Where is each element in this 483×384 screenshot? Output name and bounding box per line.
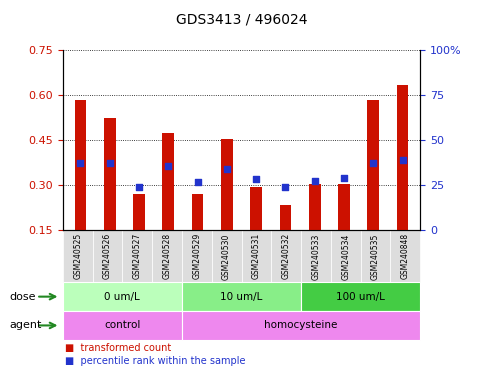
Text: control: control — [104, 320, 141, 331]
Text: GSM240525: GSM240525 — [73, 233, 82, 280]
Text: GSM240533: GSM240533 — [312, 233, 320, 280]
Point — [194, 179, 201, 185]
Point — [135, 184, 143, 190]
Text: GSM240534: GSM240534 — [341, 233, 350, 280]
Point — [223, 166, 231, 172]
Bar — [221, 139, 233, 230]
Text: GDS3413 / 496024: GDS3413 / 496024 — [176, 12, 307, 26]
Point — [282, 184, 289, 190]
Text: 100 um/L: 100 um/L — [336, 291, 385, 302]
Point — [252, 176, 260, 182]
Point — [106, 160, 114, 166]
Bar — [368, 99, 379, 230]
Bar — [280, 205, 291, 230]
Text: GSM240526: GSM240526 — [103, 233, 112, 280]
Text: ■  percentile rank within the sample: ■ percentile rank within the sample — [65, 356, 246, 366]
Text: homocysteine: homocysteine — [264, 320, 338, 331]
Text: GSM240528: GSM240528 — [163, 233, 171, 280]
Bar — [309, 184, 321, 230]
Text: GSM240531: GSM240531 — [252, 233, 261, 280]
Text: GSM240535: GSM240535 — [371, 233, 380, 280]
Point — [340, 175, 348, 181]
Bar — [133, 194, 145, 230]
Text: agent: agent — [10, 320, 42, 331]
Text: GSM240848: GSM240848 — [401, 233, 410, 280]
Bar — [250, 187, 262, 230]
Text: GSM240532: GSM240532 — [282, 233, 291, 280]
Bar — [162, 132, 174, 230]
Text: dose: dose — [10, 291, 36, 302]
Text: GSM240530: GSM240530 — [222, 233, 231, 280]
Text: GSM240527: GSM240527 — [133, 233, 142, 280]
Text: 0 um/L: 0 um/L — [104, 291, 140, 302]
Bar — [104, 118, 115, 230]
Bar — [338, 184, 350, 230]
Point — [76, 160, 84, 166]
Bar — [192, 194, 203, 230]
Point — [311, 178, 319, 184]
Point — [399, 157, 407, 163]
Text: 10 um/L: 10 um/L — [220, 291, 263, 302]
Bar — [397, 84, 409, 230]
Text: ■  transformed count: ■ transformed count — [65, 343, 171, 354]
Point — [164, 163, 172, 169]
Text: GSM240529: GSM240529 — [192, 233, 201, 280]
Point — [369, 160, 377, 166]
Bar — [74, 99, 86, 230]
